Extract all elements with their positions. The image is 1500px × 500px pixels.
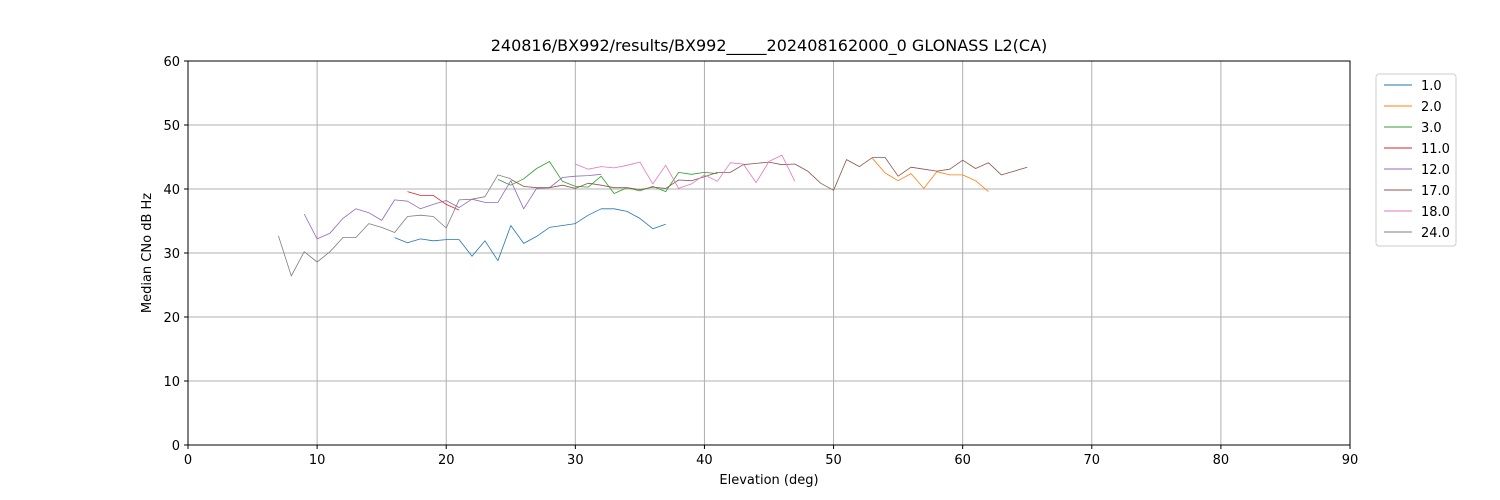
- x-tick-label: 30: [567, 453, 584, 468]
- x-axis-ticks: 0 10 20 30 40 50 60 70 80 90: [184, 445, 1358, 468]
- legend-label: 2.0: [1421, 100, 1442, 115]
- legend-label: 11.0: [1421, 142, 1450, 157]
- x-axis-label: Elevation (deg): [719, 473, 818, 488]
- legend: 1.0 2.0 3.0 11.0 12.0 17.0 18.0 24.0: [1375, 73, 1457, 247]
- x-tick-label: 50: [825, 453, 842, 468]
- grid: [187, 60, 1351, 446]
- series-line-18-0: [575, 154, 796, 189]
- legend-label: 18.0: [1421, 205, 1450, 220]
- y-axis-ticks: 0 10 20 30 40 50 60: [163, 55, 188, 454]
- y-tick-label: 0: [172, 439, 180, 454]
- y-tick-label: 10: [163, 375, 180, 390]
- series-line-2-0: [871, 158, 989, 192]
- series-line-12-0: [303, 173, 602, 240]
- x-tick-label: 10: [309, 453, 326, 468]
- legend-label: 17.0: [1421, 184, 1450, 199]
- y-tick-label: 60: [163, 55, 180, 70]
- x-tick-label: 40: [696, 453, 713, 468]
- series-line-11-0: [407, 191, 460, 211]
- y-tick-label: 30: [163, 247, 180, 262]
- series-lines: [278, 154, 1028, 277]
- x-tick-label: 20: [438, 453, 455, 468]
- series-line-24-0: [278, 174, 511, 277]
- x-tick-label: 0: [184, 453, 192, 468]
- series-line-3-0: [497, 161, 718, 194]
- y-tick-label: 50: [163, 119, 180, 134]
- legend-label: 3.0: [1421, 121, 1442, 136]
- x-tick-label: 90: [1342, 453, 1359, 468]
- x-tick-label: 80: [1213, 453, 1230, 468]
- x-tick-label: 60: [954, 453, 971, 468]
- legend-label: 1.0: [1421, 79, 1442, 94]
- y-tick-label: 40: [163, 183, 180, 198]
- x-tick-label: 70: [1084, 453, 1101, 468]
- series-line-1-0: [394, 208, 666, 262]
- y-axis-label: Median CNo dB Hz: [140, 193, 155, 313]
- chart-title: 240816/BX992/results/BX992_____202408162…: [491, 36, 1048, 56]
- legend-box: [1375, 73, 1457, 247]
- legend-label: 24.0: [1421, 226, 1450, 241]
- y-tick-label: 20: [163, 311, 180, 326]
- legend-label: 12.0: [1421, 163, 1450, 178]
- series-line-17-0: [510, 157, 1028, 191]
